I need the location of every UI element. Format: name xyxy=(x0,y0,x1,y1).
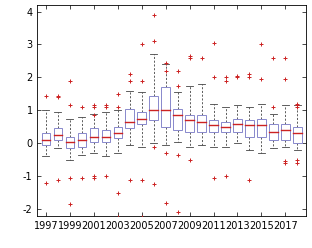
Bar xyxy=(101,130,110,142)
Bar xyxy=(41,133,50,145)
Bar xyxy=(257,119,266,137)
Bar xyxy=(173,109,182,130)
Bar xyxy=(209,120,218,132)
Bar xyxy=(90,128,98,142)
Bar xyxy=(149,95,158,120)
Bar xyxy=(78,133,86,147)
Bar xyxy=(197,115,206,132)
Bar xyxy=(269,124,278,140)
Bar xyxy=(185,115,194,132)
Bar xyxy=(293,127,302,143)
Bar xyxy=(281,124,290,140)
Bar xyxy=(245,120,254,137)
Bar xyxy=(221,122,230,132)
Bar xyxy=(138,112,146,124)
Bar xyxy=(233,119,242,132)
Bar xyxy=(125,109,134,128)
Bar xyxy=(114,127,122,138)
Bar xyxy=(161,87,170,127)
Bar xyxy=(54,128,62,140)
Bar xyxy=(66,137,74,148)
